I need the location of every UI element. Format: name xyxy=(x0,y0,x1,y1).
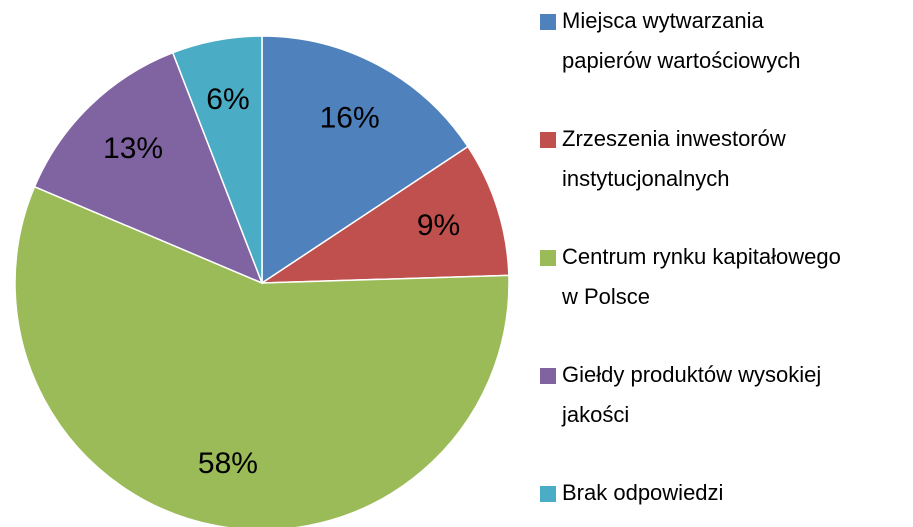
data-label: 6% xyxy=(206,83,249,116)
legend-line: w Polsce xyxy=(561,284,650,309)
legend-line: Giełdy produktów wysokiej xyxy=(562,362,821,387)
legend-line: Zrzeszenia inwestorów xyxy=(562,126,786,151)
data-label: 13% xyxy=(103,132,163,165)
legend-swatch xyxy=(540,132,556,148)
legend-swatch xyxy=(540,14,556,30)
pie-slice xyxy=(14,185,510,527)
data-label: 16% xyxy=(320,102,380,135)
legend-line: Centrum rynku kapitałowego xyxy=(562,244,841,269)
legend-label: Giełdy produktów wysokiej jakości xyxy=(561,362,821,427)
pie-slice xyxy=(259,145,510,284)
legend-line: Miejsca wytwarzania xyxy=(562,8,764,33)
legend-swatch xyxy=(540,368,556,384)
pie-slice xyxy=(261,35,469,285)
pie-slice xyxy=(171,35,263,284)
pie-slice xyxy=(33,51,264,285)
data-label: 58% xyxy=(198,447,258,480)
legend-label: Brak odpowiedzi xyxy=(562,480,723,505)
legend-label: Zrzeszenia inwestorów instytucjonalnych xyxy=(562,126,786,191)
legend-line: Brak odpowiedzi xyxy=(562,480,723,505)
legend-line: jakości xyxy=(561,402,629,427)
legend-swatch xyxy=(540,250,556,266)
legend-label: Miejsca wytwarzania papierów wartościowyc… xyxy=(562,8,800,73)
legend-label: Centrum rynku kapitałowego w Polsce xyxy=(561,244,841,309)
legend-swatch xyxy=(540,486,556,502)
legend-line: instytucjonalnych xyxy=(562,166,730,191)
legend-line: papierów wartościowych xyxy=(562,48,800,73)
data-label: 9% xyxy=(417,209,460,242)
